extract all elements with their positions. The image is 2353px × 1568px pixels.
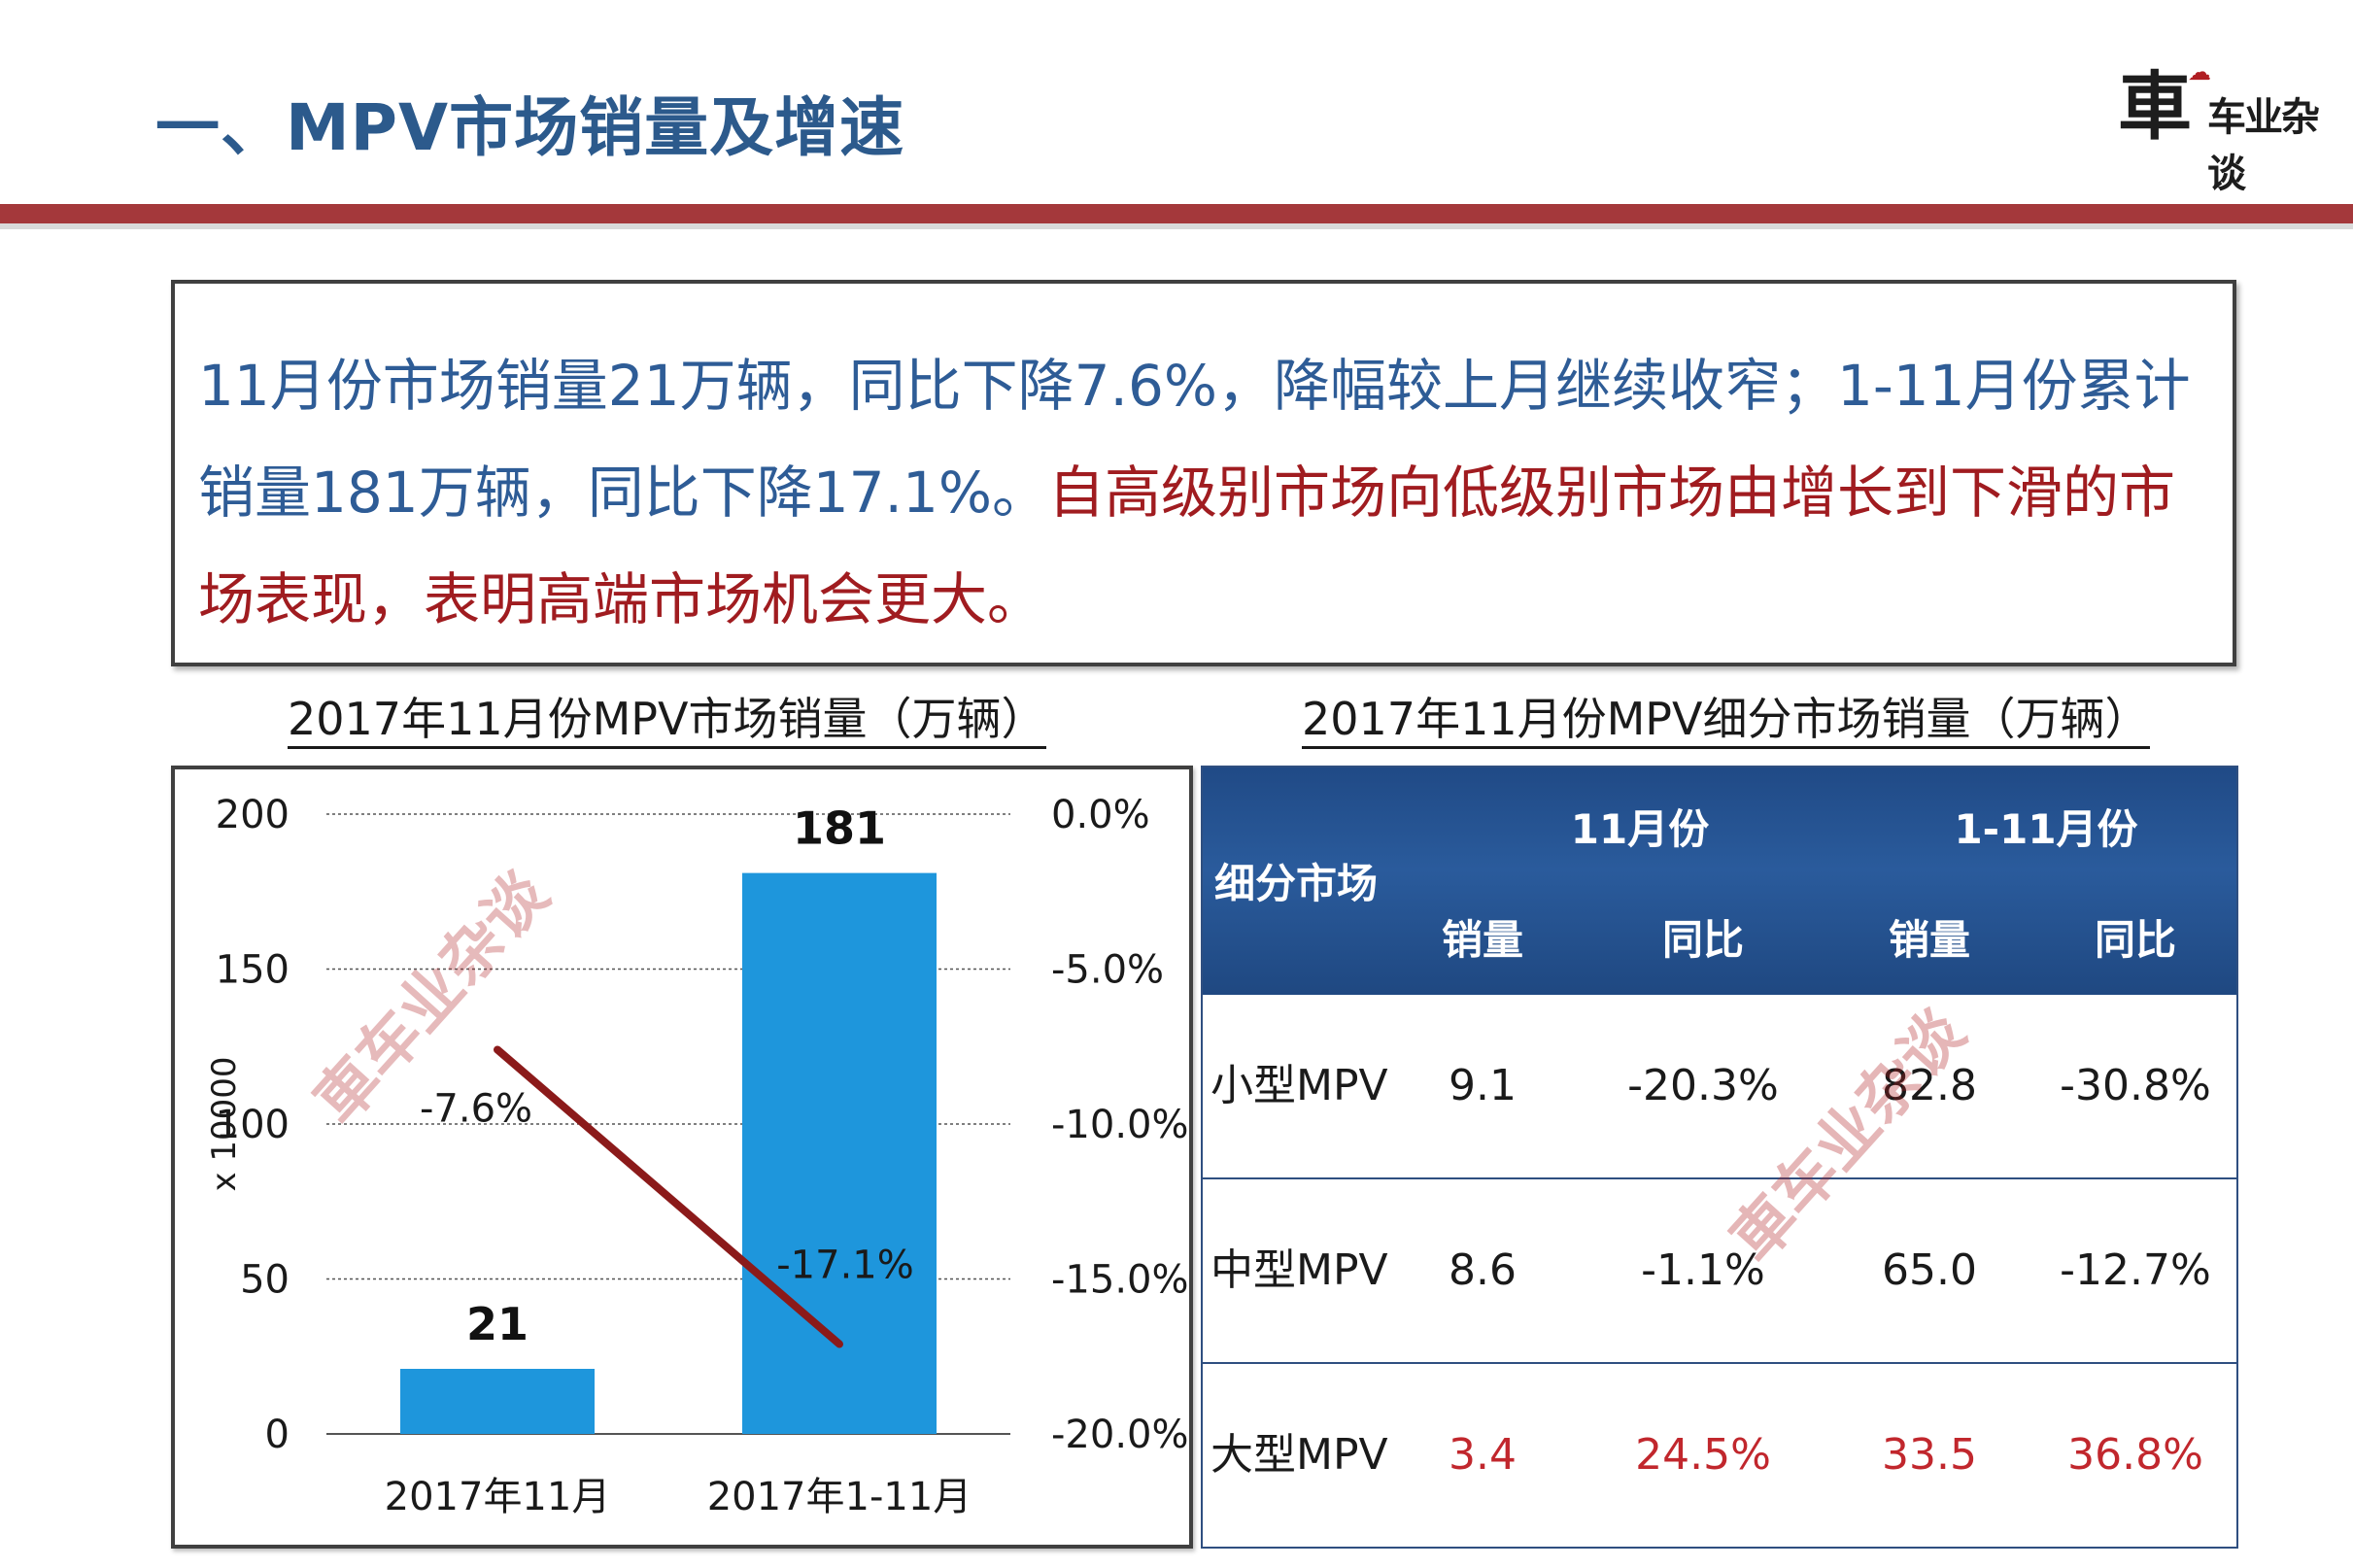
sales-chart-svg: 0 50 100 150 200 -20.0% -15.0% -10.0% -5.0% 0.0% x… — [205, 793, 1189, 1519]
sales-chart: 0 50 100 150 200 -20.0% -15.0% -10.0% -5.0% 0.0% x… — [171, 766, 1193, 1549]
header-group-nov: 11月份 — [1570, 805, 1710, 853]
header-sub-yoy-ytd: 同比 — [2094, 916, 2176, 964]
y2-tick-label: -20.0% — [1051, 1413, 1189, 1457]
bar — [400, 1369, 595, 1434]
row-sales-nov: 9.1 — [1449, 1061, 1517, 1110]
brand-logo: 車 ☁ 车业杂谈 — [2118, 49, 2332, 196]
header-divider — [0, 204, 2353, 223]
summary-box: 11月份市场销量21万辆，同比下降7.6%，降幅较上月继续收窄；1-11月份累计… — [171, 280, 2236, 666]
bar-data-label: 21 — [466, 1298, 529, 1350]
header-divider-shadow — [0, 223, 2353, 229]
row-yoy-nov: -1.1% — [1641, 1245, 1765, 1295]
row-segment: 小型MPV — [1211, 1061, 1388, 1110]
segment-table: 细分市场 11月份 1-11月份 销量 同比 销量 同比 小型MPV 9.1 -… — [1201, 766, 2238, 1549]
summary-text-red: 自高级别市场向低级别市场由增长到下滑的市场表现，表明高端市场机会更大。 — [198, 460, 2175, 632]
y2-tick-label: -5.0% — [1051, 948, 1164, 993]
row-segment: 大型MPV — [1211, 1430, 1388, 1480]
logo-text: 车业杂谈 — [2207, 94, 2320, 196]
y-tick-label: 50 — [240, 1258, 290, 1303]
table-header: 细分市场 11月份 1-11月份 销量 同比 销量 同比 — [1203, 767, 2236, 995]
table-title: 2017年11月份MPV细分市场销量（万辆） — [1302, 692, 2150, 749]
yoy-line — [494, 1045, 843, 1348]
y-tick-label: 150 — [216, 948, 290, 993]
bar-data-label: 181 — [793, 802, 886, 855]
row-segment: 中型MPV — [1211, 1245, 1388, 1295]
table-row: 中型MPV 8.6 -1.1% 65.0 -12.7% — [1203, 1179, 2236, 1364]
y-tick-label: 200 — [216, 793, 290, 837]
header-sub-sales-ytd: 销量 — [1888, 916, 1970, 964]
y-axis-label: x 10000 — [205, 1056, 244, 1191]
row-yoy-nov: 24.5% — [1635, 1430, 1771, 1480]
logo-mark: 車 — [2118, 63, 2192, 150]
table-row: 大型MPV 3.4 24.5% 33.5 36.8% — [1203, 1364, 2236, 1547]
table-row: 小型MPV 9.1 -20.3% 82.8 -30.8% — [1203, 995, 2236, 1179]
y-tick-label: 100 — [216, 1103, 290, 1147]
row-yoy-ytd: 36.8% — [2067, 1430, 2203, 1480]
header-segment: 细分市场 — [1214, 860, 1379, 907]
row-sales-ytd: 33.5 — [1882, 1430, 1977, 1480]
page-title: 一、MPV市场销量及增速 — [155, 90, 905, 165]
row-yoy-ytd: -12.7% — [2060, 1245, 2211, 1295]
row-sales-nov: 3.4 — [1449, 1430, 1517, 1480]
row-sales-nov: 8.6 — [1449, 1245, 1517, 1295]
y2-tick-label: -15.0% — [1051, 1258, 1189, 1303]
x-tick-label: 2017年11月 — [385, 1475, 611, 1519]
y2-tick-label: -10.0% — [1051, 1103, 1189, 1147]
row-sales-ytd: 82.8 — [1882, 1061, 1977, 1110]
header-sub-yoy-nov: 同比 — [1661, 916, 1744, 964]
header-sub-sales-nov: 销量 — [1441, 916, 1523, 964]
line-data-label: -7.6% — [420, 1086, 532, 1131]
line-data-label: -17.1% — [776, 1243, 914, 1287]
x-tick-label: 2017年1-11月 — [707, 1475, 972, 1519]
y2-tick-label: 0.0% — [1051, 793, 1150, 837]
y-tick-label: 0 — [265, 1413, 290, 1457]
cloud-icon: ☁ — [2188, 58, 2211, 85]
row-yoy-nov: -20.3% — [1627, 1061, 1779, 1110]
row-sales-ytd: 65.0 — [1882, 1245, 1977, 1295]
summary-text-blue: 11月份市场销量21万辆，同比下降7.6%，降幅较上月继续收窄；1-11月份累计… — [198, 353, 2191, 526]
row-yoy-ytd: -30.8% — [2060, 1061, 2211, 1110]
bar — [742, 872, 937, 1434]
chart-title: 2017年11月份MPV市场销量（万辆） — [288, 692, 1046, 749]
header-group-ytd: 1-11月份 — [1954, 805, 2138, 853]
